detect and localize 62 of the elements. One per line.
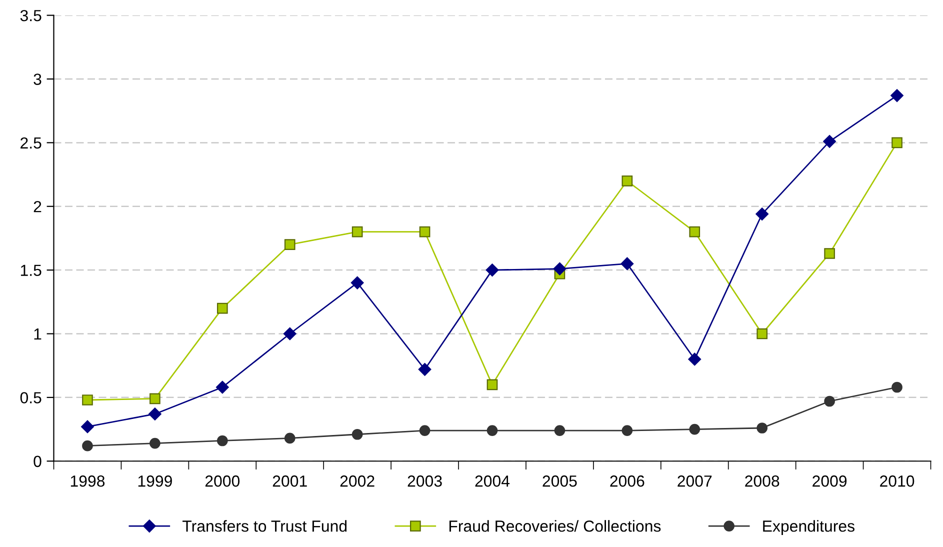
point <box>419 425 430 436</box>
point <box>892 137 902 148</box>
x-tick-label: 2005 <box>542 475 577 487</box>
point <box>486 264 499 277</box>
point <box>553 262 566 276</box>
point <box>350 276 364 290</box>
point <box>216 380 229 394</box>
point <box>622 175 633 186</box>
y-tick-label: 1 <box>34 328 42 340</box>
point <box>622 425 633 436</box>
point <box>352 226 363 238</box>
point <box>486 425 498 436</box>
x-tick-label: 2003 <box>408 475 442 487</box>
y-tick-label: 3.5 <box>20 10 42 22</box>
x-tick-label: 2006 <box>610 475 644 487</box>
y-tick-label: 0.5 <box>20 392 42 404</box>
y-tick-label: 2 <box>34 201 42 212</box>
y-tick-label: 1.5 <box>20 264 42 276</box>
x-tick-label: 2010 <box>880 475 914 487</box>
point <box>620 257 634 270</box>
y-tick-label: 2.5 <box>20 137 42 149</box>
y-tick-label: 3 <box>34 74 42 85</box>
point <box>284 432 296 444</box>
point <box>756 328 768 340</box>
point <box>148 408 162 420</box>
x-tick-label: 1999 <box>138 475 172 487</box>
x-tick-label: 2000 <box>205 475 240 487</box>
point <box>892 382 902 393</box>
point <box>890 89 904 102</box>
point <box>418 362 432 376</box>
x-tick-label: 2008 <box>745 475 780 487</box>
legend-label: Expenditures <box>763 520 854 535</box>
point <box>823 134 836 148</box>
x-tick-label: 1998 <box>70 475 105 487</box>
y-tick-label: 0 <box>34 456 42 468</box>
point <box>689 424 700 435</box>
point <box>216 435 228 446</box>
point <box>352 428 363 440</box>
x-tick-label: 2009 <box>812 475 847 487</box>
x-tick-label: 2002 <box>340 475 374 487</box>
point <box>283 327 296 340</box>
point <box>756 208 769 220</box>
point <box>419 226 430 238</box>
point <box>81 420 94 434</box>
x-tick-label: 2001 <box>272 475 307 487</box>
point <box>82 440 93 452</box>
x-tick-label: 2007 <box>678 475 712 487</box>
point <box>150 393 160 404</box>
legend-label: Fraud Recoveries/ Collections <box>449 520 661 532</box>
point <box>150 438 160 449</box>
point <box>82 394 93 406</box>
point <box>824 396 835 407</box>
point <box>824 248 835 259</box>
point <box>688 352 702 366</box>
point <box>284 239 296 250</box>
point <box>689 226 700 238</box>
point <box>756 422 768 434</box>
point <box>486 379 498 390</box>
point <box>216 302 228 314</box>
legend-label: Transfers to Trust Fund <box>182 520 347 532</box>
x-tick-label: 2004 <box>475 475 510 487</box>
point <box>554 425 566 436</box>
